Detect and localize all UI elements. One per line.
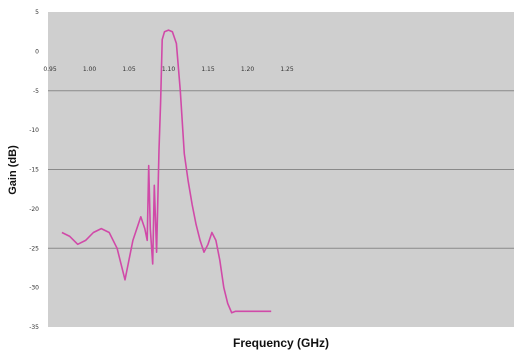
x-tick-label: 1.20 [241,66,255,73]
y-tick-label: -35 [29,324,39,331]
y-tick-label: -20 [29,206,39,213]
grid-lines [48,90,514,249]
y-tick-label: -15 [29,167,39,174]
y-axis-title: Gain (dB) [7,145,19,195]
y-tick-label: -5 [33,88,39,95]
y-tick-label: 0 [35,48,39,55]
x-tick-labels: 0.95 1.00 1.05 1.10 1.15 1.20 1.25 [43,66,294,73]
series-line [61,29,272,314]
x-axis-title: Frequency (GHz) [233,336,329,350]
x-tick-label: 1.00 [83,66,97,73]
series-layer [61,29,272,314]
y-tick-label: -10 [29,127,39,134]
x-tick-label: 1.25 [280,66,294,73]
y-tick-labels: 5 0 -5 -10 -15 -20 -25 -30 -35 [29,9,39,331]
x-tick-label: 1.10 [162,66,176,73]
y-tick-label: -30 [29,285,39,292]
y-tick-label: -25 [29,245,39,252]
x-tick-label: 0.95 [43,66,57,73]
x-tick-label: 1.15 [201,66,215,73]
x-tick-label: 1.05 [122,66,136,73]
y-tick-label: 5 [35,9,39,16]
